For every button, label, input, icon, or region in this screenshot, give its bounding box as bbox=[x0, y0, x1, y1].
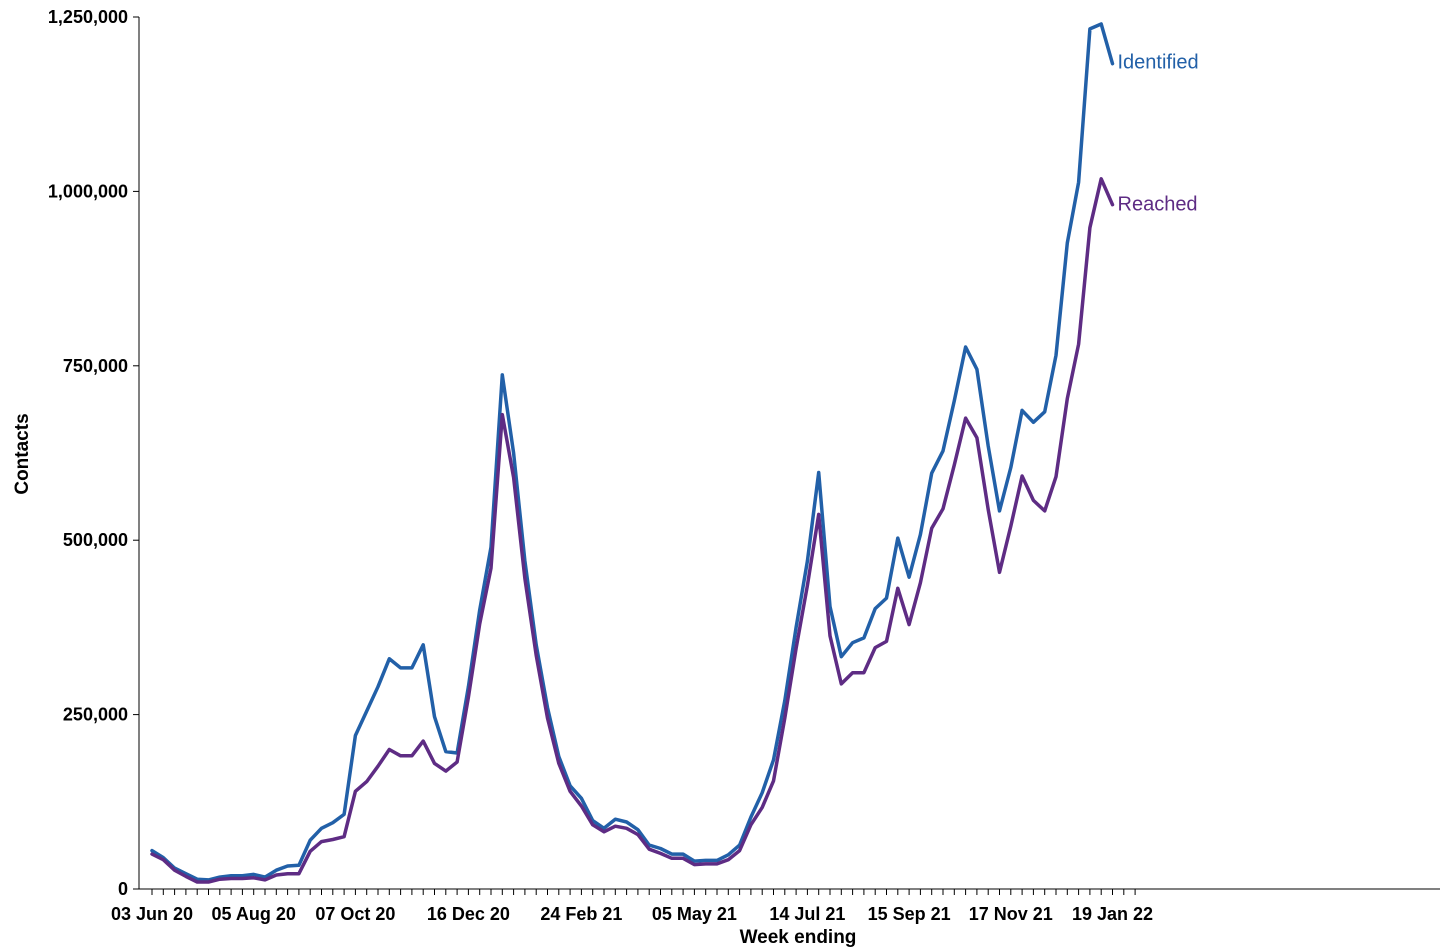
y-tick-label: 1,000,000 bbox=[48, 181, 128, 201]
x-tick-label: 05 May 21 bbox=[652, 904, 737, 924]
series-group: Identified Reached bbox=[150, 22, 1199, 884]
x-ticks: 03 Jun 20 05 Aug 20 07 Oct 20 16 Dec 20 24 F… bbox=[111, 889, 1153, 924]
x-tick-label: 17 Nov 21 bbox=[969, 904, 1053, 924]
x-tick-label: 05 Aug 20 bbox=[212, 904, 296, 924]
y-tick-label: 500,000 bbox=[63, 530, 128, 550]
series-reached: Reached bbox=[150, 177, 1198, 884]
x-tick-label: 07 Oct 20 bbox=[315, 904, 395, 924]
y-tick-label: 250,000 bbox=[63, 705, 128, 725]
y-tick-label: 750,000 bbox=[63, 356, 128, 376]
x-tick-label: 16 Dec 20 bbox=[427, 904, 510, 924]
x-tick-label: 14 Jul 21 bbox=[769, 904, 845, 924]
x-tick-label: 03 Jun 20 bbox=[111, 904, 193, 924]
y-axis-title: Contacts bbox=[12, 413, 33, 494]
x-axis-title: Week ending bbox=[740, 927, 857, 948]
series-line-identified bbox=[150, 22, 1115, 882]
y-axis: 0 250,000 500,000 750,000 1,000,000 1,250,000… bbox=[12, 7, 140, 899]
series-label-reached: Reached bbox=[1118, 194, 1198, 216]
y-ticks: 0 250,000 500,000 750,000 1,000,000 1,250,000 bbox=[48, 7, 139, 899]
y-tick-label: 0 bbox=[118, 879, 128, 899]
series-label-identified: Identified bbox=[1118, 52, 1199, 74]
x-axis: 03 Jun 20 05 Aug 20 07 Oct 20 16 Dec 20 24 F… bbox=[111, 888, 1440, 948]
x-tick-label: 15 Sep 21 bbox=[868, 904, 951, 924]
x-tick-label: 24 Feb 21 bbox=[540, 904, 622, 924]
x-tick-label: 19 Jan 22 bbox=[1072, 904, 1153, 924]
y-tick-label: 1,250,000 bbox=[48, 7, 128, 27]
series-identified: Identified bbox=[150, 22, 1199, 882]
series-line-reached bbox=[150, 177, 1115, 884]
